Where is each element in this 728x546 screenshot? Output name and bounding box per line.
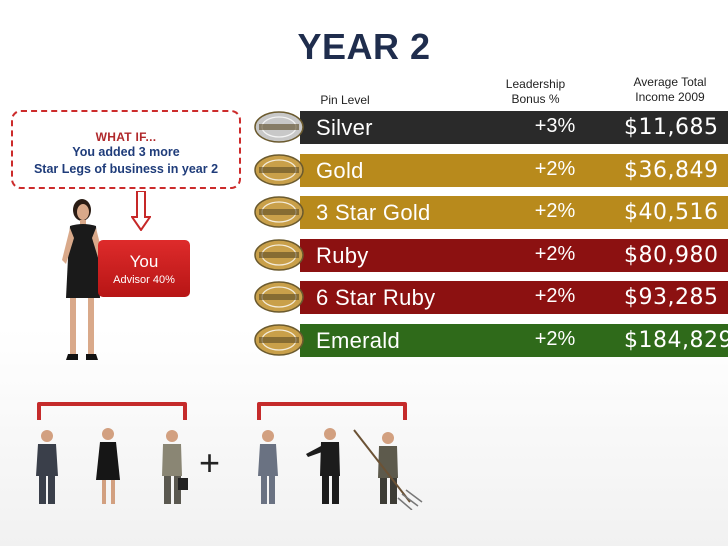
average-income-value: $40,516 — [624, 200, 719, 225]
pin-level-name: Gold — [316, 158, 364, 183]
pin-level-header: Pin Level — [320, 93, 370, 107]
pin-row: Ruby +2% $80,980 — [300, 239, 728, 272]
pin-row: Gold +2% $36,849 — [300, 154, 728, 187]
what-if-label: WHAT IF... — [95, 130, 157, 144]
pin-badge-icon — [254, 324, 304, 356]
leadership-bonus-value: +2% — [534, 158, 576, 180]
leadership-bonus-header: Leadership Bonus % — [478, 77, 593, 107]
pin-level-name: Emerald — [316, 328, 401, 353]
pin-badge-icon — [254, 111, 304, 143]
page-title: YEAR 2 — [297, 26, 431, 67]
average-header-line1: Average Total — [633, 75, 707, 89]
pin-row: 6 Star Ruby +2% $93,285 — [300, 281, 728, 314]
average-income-value: $80,980 — [624, 243, 719, 268]
pin-level-name: Silver — [316, 115, 373, 140]
left-group-bracket — [37, 402, 187, 420]
left-business-people-group — [36, 428, 188, 504]
average-income-value: $93,285 — [624, 285, 719, 310]
pin-row: 3 Star Gold +2% $40,516 — [300, 196, 728, 229]
average-income-header: Average Total Income 2009 — [608, 75, 728, 105]
you-label: You — [129, 252, 159, 271]
leadership-bonus-value: +2% — [534, 328, 576, 350]
advisor-percent-label: Advisor 40% — [113, 274, 175, 286]
pin-badge-icon — [254, 196, 304, 228]
man-pointing-figure — [306, 428, 340, 504]
advisor-woman-figure — [62, 199, 104, 360]
callout-line-1: You added 3 more — [72, 145, 180, 159]
plus-sign: + — [199, 442, 221, 483]
pin-badge-icon — [254, 239, 304, 271]
what-if-callout: WHAT IF... You added 3 more Star Legs of… — [11, 110, 241, 189]
leadership-header-line2: Bonus % — [511, 92, 560, 106]
callout-line-2: Star Legs of business in year 2 — [33, 162, 219, 176]
average-header-line2: Income 2009 — [635, 90, 705, 104]
pin-level-name: 6 Star Ruby — [316, 285, 436, 310]
average-income-value: $36,849 — [624, 158, 719, 183]
pin-level-name: Ruby — [316, 243, 369, 268]
leadership-bonus-value: +2% — [534, 200, 576, 222]
pin-badge-icon — [254, 281, 304, 313]
pin-level-name: 3 Star Gold — [316, 200, 431, 225]
man-with-briefcase-figure — [162, 430, 188, 504]
leadership-bonus-value: +3% — [534, 115, 576, 137]
pin-row: Emerald +2% $184,829 — [300, 324, 728, 357]
right-business-people-group — [258, 428, 423, 510]
leadership-bonus-value: +2% — [534, 285, 576, 307]
down-arrow-icon — [131, 191, 151, 231]
leadership-header-line1: Leadership — [505, 77, 566, 91]
pin-row: Silver +3% $11,685 — [300, 111, 728, 144]
woman-in-black-figure — [96, 428, 120, 504]
leadership-bonus-value: +2% — [534, 243, 576, 265]
woman-on-phone-figure — [258, 430, 278, 504]
man-in-suit-figure — [36, 430, 58, 504]
farmer-with-pitchfork-figure — [353, 429, 423, 510]
pin-badge-icon — [254, 154, 304, 186]
you-advisor-box: You Advisor 40% — [98, 240, 190, 297]
average-income-value: $11,685 — [624, 115, 719, 140]
average-income-value: $184,829 — [624, 328, 728, 353]
right-group-bracket — [257, 402, 407, 420]
